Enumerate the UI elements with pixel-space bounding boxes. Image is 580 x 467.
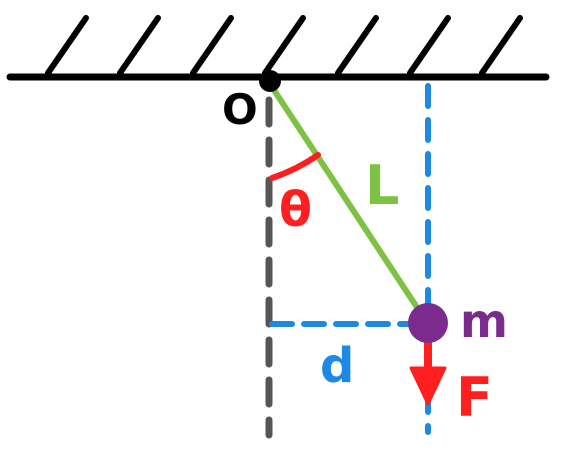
hatch-mark bbox=[407, 15, 451, 76]
mass-label: m bbox=[460, 294, 508, 348]
pivot-point bbox=[259, 70, 281, 92]
hatch-mark bbox=[262, 15, 306, 76]
hatch-mark bbox=[190, 15, 234, 76]
pendulum-mass bbox=[408, 303, 448, 343]
hatch-mark bbox=[45, 15, 89, 76]
force-label: F bbox=[456, 366, 493, 429]
angle-label: θ bbox=[279, 182, 312, 238]
hatch-mark bbox=[479, 15, 523, 76]
angle-arc bbox=[269, 152, 321, 181]
distance-label: d bbox=[320, 338, 354, 394]
hatch-mark bbox=[117, 15, 161, 76]
origin-label: O bbox=[222, 85, 258, 134]
length-label: L bbox=[365, 154, 399, 217]
pendulum-rod bbox=[267, 81, 427, 321]
ceiling-hatch bbox=[45, 15, 523, 76]
force-arrow-head bbox=[409, 366, 447, 406]
hatch-mark bbox=[335, 15, 379, 76]
